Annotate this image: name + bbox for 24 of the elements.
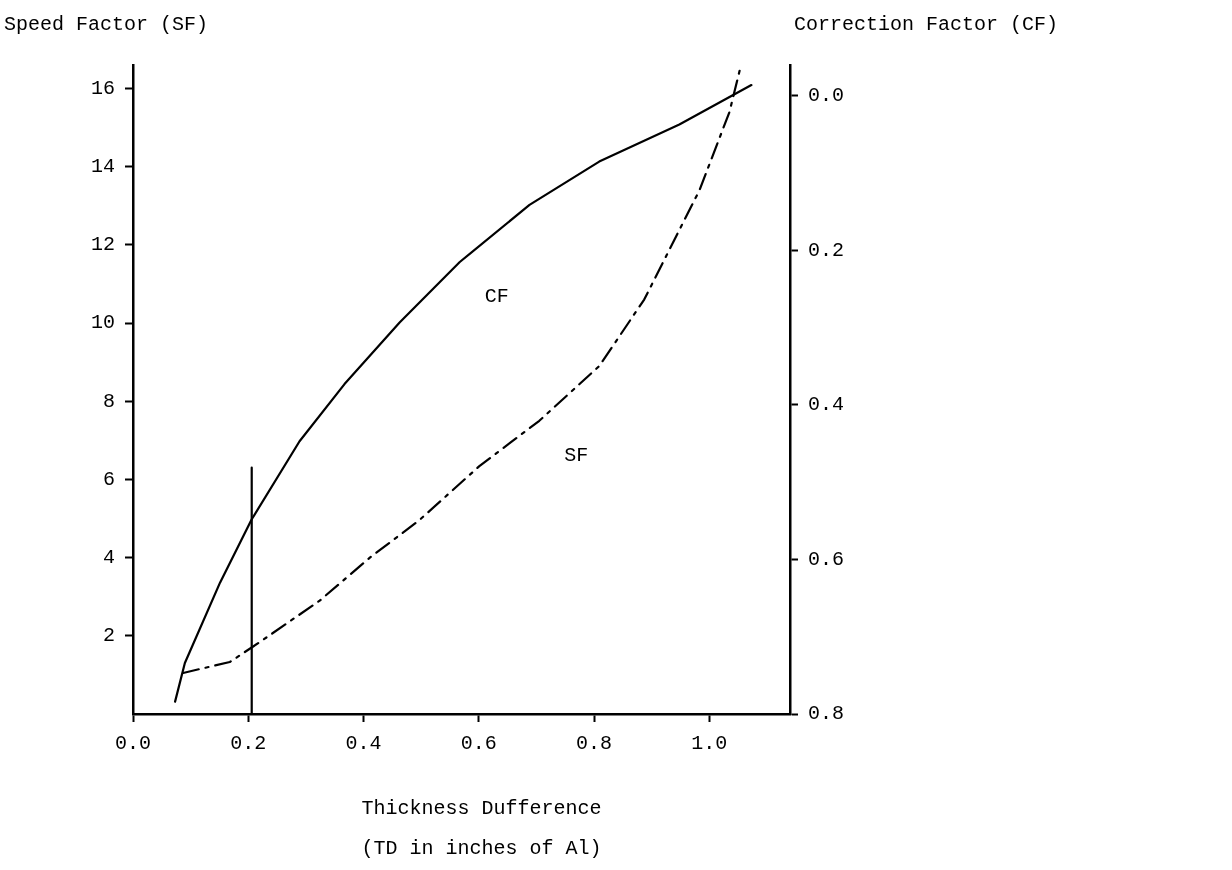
y2-tick-label: 0.8 [808,702,845,726]
series-label: CF [484,285,509,309]
x-tick-label: 0.4 [345,732,382,756]
x-tick-label: 0.8 [576,732,613,756]
y-tick-label: 14 [90,154,115,178]
y-tick-label: 10 [90,311,115,335]
y2-tick-label: 0.4 [808,393,845,417]
y-tick-label: 4 [102,545,115,569]
x-tick-label: 0.2 [230,732,267,756]
y-tick-label: 16 [90,76,115,100]
y-tick-label: 6 [102,467,115,491]
series-label: SF [564,443,589,467]
x-tick-label: 0.0 [114,732,152,756]
y-tick-label: 8 [102,389,115,413]
y2-tick-label: 0.2 [808,238,845,262]
y2-tick-label: 0.6 [808,547,845,571]
x-tick-label: 0.6 [460,732,497,756]
y-tick-label: 2 [102,624,115,648]
y2-tick-label: 0.0 [808,84,845,108]
y-tick-label: 12 [90,233,115,257]
x-tick-label: 1.0 [691,732,728,756]
y2-axis-title: Correction Factor (CF) [794,13,1059,36]
y-axis-title: Speed Factor (SF) [4,13,209,36]
x-axis-title: Thickness Dufference (TD in inches of Al) [361,797,602,860]
